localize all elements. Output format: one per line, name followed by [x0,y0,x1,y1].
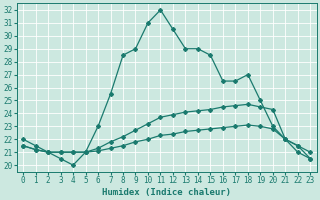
X-axis label: Humidex (Indice chaleur): Humidex (Indice chaleur) [102,188,231,197]
